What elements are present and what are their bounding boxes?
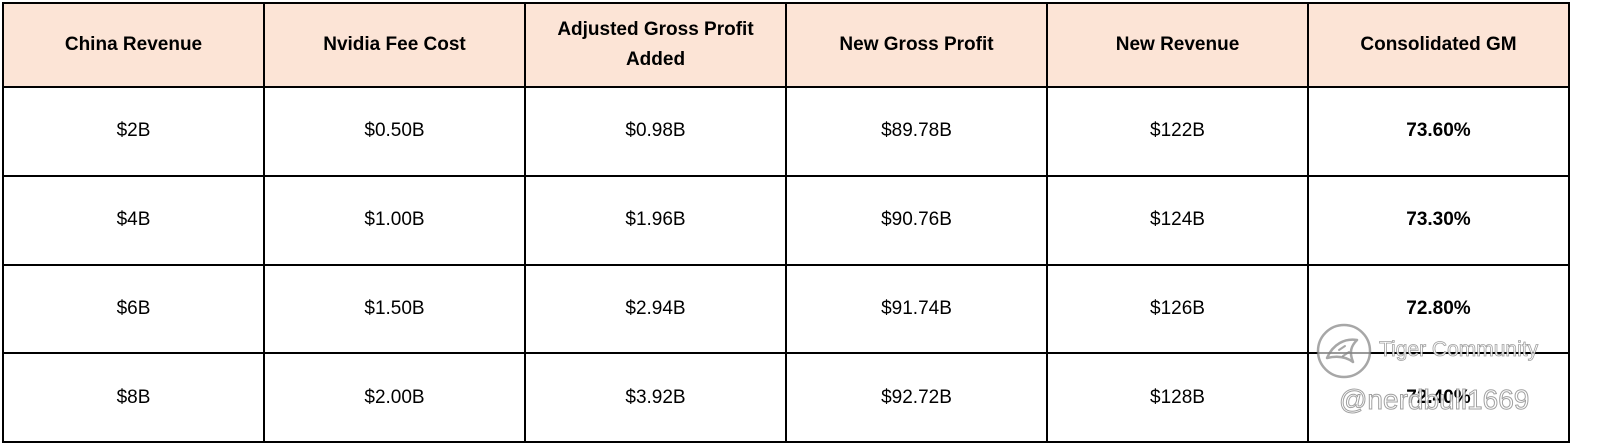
table-cell: $122B (1046, 86, 1309, 177)
column-header-new-gross-profit: New Gross Profit (785, 2, 1048, 88)
table-cell: $90.76B (785, 174, 1048, 266)
table-cell: $1.96B (524, 174, 787, 266)
column-header-consolidated-gm: Consolidated GM (1307, 2, 1570, 88)
table-cell: $92.72B (785, 352, 1048, 443)
table-cell-consolidated-gm: 72.40% (1307, 352, 1570, 443)
table-cell-consolidated-gm: 73.30% (1307, 174, 1570, 266)
table-row: $6B $1.50B $2.94B $91.74B $126B 72.80% (2, 263, 1570, 355)
table-cell: $91.74B (785, 263, 1048, 355)
table-cell: $0.98B (524, 86, 787, 177)
column-header-nvidia-fee-cost: Nvidia Fee Cost (263, 2, 526, 88)
table-container: China Revenue Nvidia Fee Cost Adjusted G… (2, 2, 1570, 443)
table-cell: $1.00B (263, 174, 526, 266)
table-cell: $6B (2, 263, 265, 355)
table-cell-consolidated-gm: 73.60% (1307, 86, 1570, 177)
table-cell: $0.50B (263, 86, 526, 177)
table-cell-consolidated-gm: 72.80% (1307, 263, 1570, 355)
table-cell: $3.92B (524, 352, 787, 443)
table-row: $2B $0.50B $0.98B $89.78B $122B 73.60% (2, 86, 1570, 177)
table-cell: $89.78B (785, 86, 1048, 177)
table-cell: $4B (2, 174, 265, 266)
table-cell: $124B (1046, 174, 1309, 266)
table-cell: $126B (1046, 263, 1309, 355)
data-table: China Revenue Nvidia Fee Cost Adjusted G… (2, 2, 1570, 443)
table-cell: $2.94B (524, 263, 787, 355)
table-cell: $8B (2, 352, 265, 443)
table-row: $4B $1.00B $1.96B $90.76B $124B 73.30% (2, 174, 1570, 266)
table-cell: $2.00B (263, 352, 526, 443)
column-header-china-revenue: China Revenue (2, 2, 265, 88)
table-cell: $1.50B (263, 263, 526, 355)
table-cell: $2B (2, 86, 265, 177)
header-row: China Revenue Nvidia Fee Cost Adjusted G… (2, 2, 1570, 88)
column-header-new-revenue: New Revenue (1046, 2, 1309, 88)
table-cell: $128B (1046, 352, 1309, 443)
column-header-adjusted-gross-profit-added: Adjusted Gross Profit Added (524, 2, 787, 88)
table-row: $8B $2.00B $3.92B $92.72B $128B 72.40% (2, 352, 1570, 443)
